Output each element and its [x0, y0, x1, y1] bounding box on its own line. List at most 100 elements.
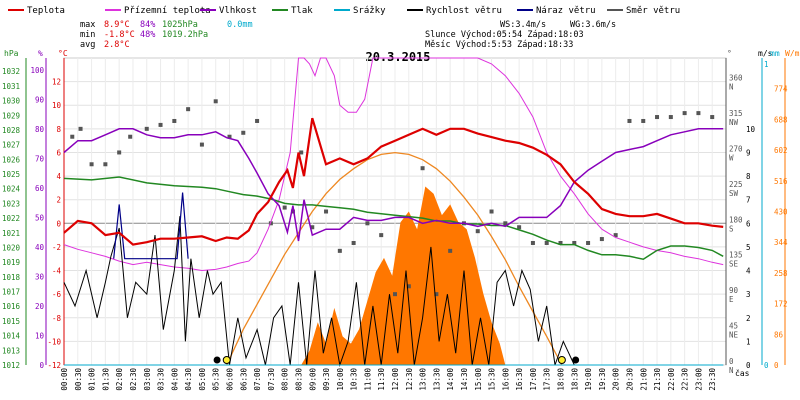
wind-dir-point: [379, 233, 384, 238]
unit-wm2: W/m²: [785, 49, 800, 58]
x-tick-label: 01:00: [88, 368, 97, 391]
x-tick-label: 00:00: [60, 368, 69, 391]
solar-tick-label: 86: [774, 330, 784, 339]
x-tick-label: 22:30: [681, 368, 690, 391]
x-tick-label: 20:30: [625, 368, 634, 391]
wind-dir-point: [324, 209, 329, 214]
x-tick-label: 06:00: [226, 368, 235, 391]
unit-pct: %: [38, 49, 43, 58]
x-tick-label: 12:00: [391, 368, 400, 391]
stat-min-press: 1019.2hPa: [162, 30, 208, 40]
wind-speed-line: [63, 216, 724, 367]
x-tick-label: 06:30: [239, 368, 248, 391]
unit-degc: °C: [58, 49, 68, 58]
pressure-tick-label: 1013: [2, 346, 20, 355]
wind-dir-tick-label: 225: [729, 180, 743, 189]
stat-min-temp: -1.8°C: [104, 30, 135, 40]
wind-dir-point: [78, 126, 83, 131]
solar-radiation-area: [301, 186, 506, 365]
temperature-tick-label: -8: [52, 314, 62, 323]
legend-label-gust: Náraz větru: [536, 6, 596, 16]
wind-dir-point: [70, 134, 75, 139]
theoretical-radiation-line: [226, 151, 563, 366]
x-tick-label: 03:30: [157, 368, 166, 391]
legend-label-temp: Teplota: [27, 6, 65, 16]
wind-speed-tick-label: 0: [746, 361, 751, 370]
chart-marks: [63, 57, 724, 367]
sun-marker-icon: [222, 356, 231, 364]
legend-label-ground-temp: Přízemní teplota: [124, 6, 211, 16]
temperature-line: [63, 117, 724, 246]
info-wg: WG:3.6m/s: [570, 20, 616, 30]
wind-dir-tick-label: 0: [729, 357, 734, 366]
temperature-tick-label: 6: [56, 148, 61, 157]
wind-dir-point: [158, 122, 163, 127]
legend-label-pressure: Tlak: [291, 6, 313, 16]
unit-ms: m/s: [758, 49, 773, 58]
wind-dir-point: [448, 248, 453, 253]
temperature-tick-label: -10: [47, 337, 61, 346]
wind-dir-point: [241, 130, 246, 135]
pressure-tick-label: 1029: [2, 111, 20, 120]
x-tick-label: 10:30: [350, 368, 359, 391]
wind-dir-point: [117, 150, 122, 155]
wind-speed-tick-label: 7: [746, 196, 751, 205]
x-tick-label: 16:30: [515, 368, 524, 391]
x-tick-label: 21:00: [639, 368, 648, 391]
pressure-tick-label: 1025: [2, 170, 20, 179]
wind-dir-point: [434, 292, 439, 297]
pressure-tick-label: 1027: [2, 141, 20, 150]
stat-avg-label: avg: [80, 40, 95, 50]
temperature-tick-label: -4: [52, 267, 62, 276]
wind-dir-tick-label: 270: [729, 144, 743, 153]
humidity-tick-label: 60: [35, 184, 45, 193]
wind-dir-point: [337, 248, 342, 253]
wind-dir-point: [503, 221, 508, 226]
unit-deg: °: [727, 49, 732, 58]
wind-dir-point: [655, 115, 660, 120]
x-tick-label: 14:30: [460, 368, 469, 391]
stat-min-label: min: [80, 30, 95, 40]
stat-max-label: max: [80, 20, 95, 30]
x-tick-label: 13:00: [419, 368, 428, 391]
wind-dir-point: [475, 229, 480, 234]
wind-speed-tick-label: 10: [746, 125, 756, 134]
temperature-tick-label: -6: [52, 290, 62, 299]
wind-dir-compass-label: N: [729, 83, 734, 92]
wind-dir-compass-label: SE: [729, 260, 739, 269]
wind-dir-point: [282, 205, 287, 210]
solar-tick-label: 0: [774, 361, 779, 370]
x-tick-label: 21:30: [653, 368, 662, 391]
x-tick-label: 22:00: [667, 368, 676, 391]
stat-max-press: 1025hPa: [162, 20, 198, 30]
pressure-tick-label: 1023: [2, 199, 20, 208]
humidity-tick-label: 40: [35, 243, 45, 252]
wind-dir-point: [227, 134, 232, 139]
humidity-tick-label: 30: [35, 272, 45, 281]
legend: Teplota Přízemní teplota Vlhkost Tlak Sr…: [8, 6, 680, 16]
wind-dir-point: [641, 118, 646, 123]
wind-dir-compass-label: W: [729, 153, 734, 162]
temperature-tick-label: 2: [56, 196, 61, 205]
x-tick-label: 08:00: [281, 368, 290, 391]
wind-dir-compass-label: E: [729, 295, 734, 304]
pressure-tick-label: 1015: [2, 317, 20, 326]
x-tick-label: 04:00: [170, 368, 179, 391]
wind-dir-point: [420, 166, 425, 171]
pressure-tick-label: 1022: [2, 214, 20, 223]
humidity-tick-label: 0: [39, 361, 44, 370]
moon-marker-icon: [572, 356, 580, 364]
humidity-tick-label: 50: [35, 213, 45, 222]
pressure-tick-label: 1030: [2, 97, 21, 106]
x-tick-label: 15:00: [474, 368, 483, 391]
wind-speed-tick-label: 4: [746, 267, 751, 276]
stat-max-rain: 0.0mm: [227, 20, 253, 30]
wind-dir-tick-label: 135: [729, 251, 743, 260]
humidity-tick-label: 70: [35, 154, 45, 163]
wind-dir-point: [682, 111, 687, 116]
info-moon: Měsíc Východ:5:53 Západ:18:33: [425, 40, 573, 50]
axis-unit-headers: hPa % °C ° m/s mm W/m²: [4, 49, 800, 58]
wind-dir-point: [103, 162, 108, 167]
info-block: WS:3.4m/s WG:3.6m/s Slunce Východ:05:54 …: [425, 20, 616, 50]
